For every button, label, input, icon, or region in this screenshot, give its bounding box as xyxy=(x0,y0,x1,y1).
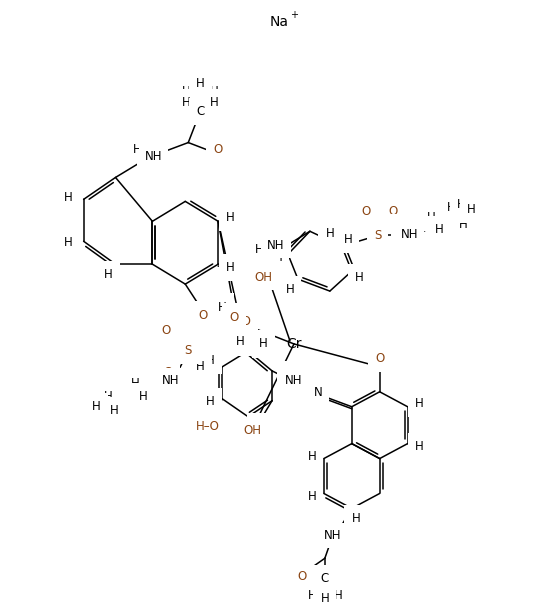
Text: Cr: Cr xyxy=(286,337,302,351)
Text: H: H xyxy=(196,77,204,90)
Text: H: H xyxy=(254,420,263,433)
Text: NH: NH xyxy=(324,529,342,542)
Text: H: H xyxy=(131,378,140,390)
Text: H: H xyxy=(196,361,204,373)
Text: H: H xyxy=(447,201,456,214)
Text: H–O: H–O xyxy=(228,315,252,327)
Text: S: S xyxy=(374,229,381,242)
Text: NH: NH xyxy=(285,375,302,387)
Text: O: O xyxy=(162,324,171,338)
Text: H: H xyxy=(210,96,219,109)
Text: N: N xyxy=(314,386,322,399)
Text: H: H xyxy=(218,301,227,313)
Text: H: H xyxy=(206,395,214,408)
Text: H: H xyxy=(321,522,330,535)
Text: H: H xyxy=(110,404,119,417)
Text: S: S xyxy=(184,344,192,358)
Text: H: H xyxy=(114,402,123,415)
Text: NH: NH xyxy=(162,375,179,387)
Text: H: H xyxy=(467,211,476,224)
Text: H: H xyxy=(398,221,407,234)
Text: H: H xyxy=(236,336,244,348)
Text: O: O xyxy=(375,352,384,365)
Text: H: H xyxy=(307,588,316,602)
Text: H: H xyxy=(325,227,334,240)
Text: Na: Na xyxy=(269,15,289,29)
Text: C: C xyxy=(196,105,204,118)
Text: H: H xyxy=(427,211,436,224)
Text: OH: OH xyxy=(254,271,272,284)
Text: H: H xyxy=(255,243,264,256)
Text: H: H xyxy=(415,398,424,410)
Text: H: H xyxy=(182,96,191,109)
Text: H: H xyxy=(334,588,342,602)
Text: H: H xyxy=(196,101,204,114)
Text: H: H xyxy=(284,368,293,381)
Text: H: H xyxy=(285,282,294,296)
Text: H: H xyxy=(206,355,214,367)
Text: H: H xyxy=(457,198,466,211)
Text: H–O: H–O xyxy=(196,420,220,433)
Text: H: H xyxy=(459,218,468,231)
Text: O: O xyxy=(388,205,397,218)
Text: H: H xyxy=(307,490,316,503)
Text: O: O xyxy=(297,570,306,583)
Text: H: H xyxy=(355,271,364,284)
Text: OH: OH xyxy=(243,424,261,437)
Text: H: H xyxy=(182,85,191,98)
Text: H: H xyxy=(226,211,234,224)
Text: H: H xyxy=(64,191,73,204)
Text: H: H xyxy=(274,251,283,264)
Text: O: O xyxy=(198,308,208,322)
Text: O: O xyxy=(164,367,173,379)
Text: NH: NH xyxy=(267,239,285,251)
Text: H: H xyxy=(259,338,268,350)
Text: H: H xyxy=(351,512,360,525)
Text: H: H xyxy=(159,381,168,393)
Text: H: H xyxy=(139,390,148,403)
Text: H: H xyxy=(435,223,444,236)
Text: H: H xyxy=(415,440,424,453)
Text: H: H xyxy=(106,387,115,401)
Text: H: H xyxy=(307,450,316,463)
Text: H: H xyxy=(264,265,273,278)
Text: H: H xyxy=(320,591,329,605)
Text: +: + xyxy=(290,10,298,20)
Text: H: H xyxy=(104,390,113,403)
Text: H: H xyxy=(461,201,470,214)
Text: O: O xyxy=(213,143,223,156)
Text: H: H xyxy=(92,400,101,413)
Text: N: N xyxy=(248,248,257,261)
Text: NH: NH xyxy=(401,228,418,241)
Text: H: H xyxy=(343,233,352,246)
Text: H: H xyxy=(467,203,476,216)
Text: H: H xyxy=(210,85,219,98)
Text: H: H xyxy=(226,261,234,274)
Text: H: H xyxy=(96,398,105,410)
Text: H: H xyxy=(133,143,142,156)
Text: H: H xyxy=(264,233,273,246)
Text: O: O xyxy=(361,205,370,218)
Text: H: H xyxy=(64,236,73,248)
Text: O: O xyxy=(229,310,239,324)
Text: N: N xyxy=(144,151,153,164)
Text: H: H xyxy=(104,268,113,281)
Text: C: C xyxy=(321,571,329,585)
Text: NH: NH xyxy=(145,150,162,163)
